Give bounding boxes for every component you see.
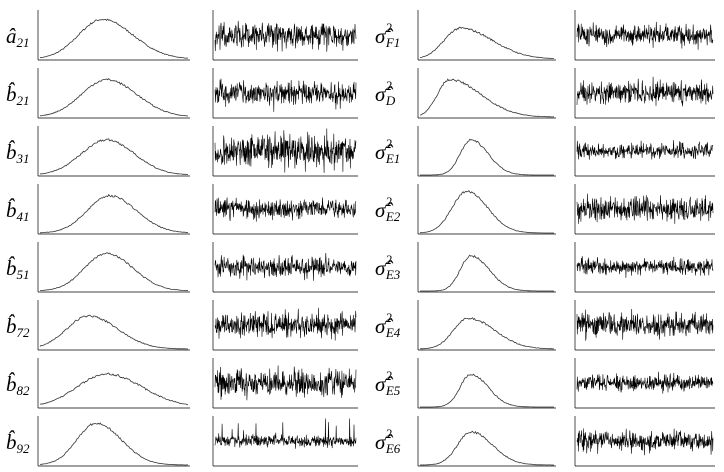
label-part: E4	[385, 325, 401, 340]
label-part: 82	[17, 383, 31, 398]
label-part: b̂	[6, 314, 17, 338]
density-curve	[420, 189, 554, 234]
trace-line	[214, 20, 357, 52]
parameter-label: â21	[6, 24, 30, 50]
trace-line	[214, 252, 357, 281]
label-part: E5	[385, 383, 401, 398]
density-curve	[40, 193, 189, 234]
label-part: E3	[385, 267, 401, 282]
label-part: 2	[385, 136, 392, 151]
label-part: 2	[385, 426, 392, 441]
label-part: 2	[385, 252, 392, 267]
density-curve	[39, 422, 188, 466]
density-curve	[39, 314, 189, 350]
label-part: b̂	[6, 82, 17, 106]
label-part: 41	[17, 209, 30, 224]
parameter-label: b̂51	[6, 256, 30, 282]
density-curve	[39, 78, 189, 117]
trace-line	[576, 308, 714, 341]
label-part: D	[385, 93, 396, 108]
trace-line	[576, 371, 714, 394]
trace-line	[214, 197, 357, 222]
trace-line	[576, 193, 714, 224]
trace-line	[576, 256, 714, 278]
density-curve	[39, 252, 189, 292]
density-curve	[39, 138, 189, 175]
density-curve	[420, 26, 555, 59]
density-curve	[420, 138, 554, 176]
parameter-label: b̂31	[6, 140, 30, 166]
parameter-label: b̂92	[6, 430, 30, 456]
parameter-label: σ̂2 D	[375, 78, 396, 108]
parameter-label: σ̂2 E2	[375, 194, 401, 224]
label-part: E6	[385, 441, 401, 456]
label-part: 21	[17, 35, 30, 50]
trace-line	[214, 128, 357, 173]
trace-line	[214, 78, 357, 112]
label-part: 2	[385, 310, 392, 325]
density-curve	[419, 430, 554, 466]
label-part: 2	[385, 368, 392, 383]
label-part: E2	[385, 209, 401, 224]
label-part: 2	[385, 78, 392, 93]
parameter-label: σ̂2 E3	[375, 252, 401, 282]
trace-line	[576, 428, 714, 456]
parameter-label: σ̂2 E4	[375, 310, 401, 340]
label-part: b̂	[6, 372, 17, 396]
label-part: b̂	[6, 430, 17, 454]
label-part: E1	[385, 151, 400, 166]
label-part: 2	[385, 20, 392, 35]
density-curve	[420, 254, 554, 292]
density-curve	[39, 372, 189, 406]
label-part: 31	[16, 151, 30, 166]
density-curve	[419, 317, 554, 350]
label-part: â	[6, 24, 17, 48]
parameter-label: σ̂2 E6	[375, 426, 401, 456]
parameter-label: σ̂2 F1	[375, 20, 400, 50]
density-curve	[39, 18, 189, 59]
parameter-label: b̂21	[6, 82, 30, 108]
parameter-label: σ̂2 E1	[375, 136, 400, 166]
label-part: 92	[17, 441, 31, 456]
label-part: 51	[17, 267, 30, 282]
density-curve	[420, 373, 554, 408]
trace-line	[214, 365, 357, 401]
label-part: 2	[385, 194, 392, 209]
label-part: b̂	[6, 256, 17, 280]
trace-line	[214, 418, 357, 449]
label-part: 21	[17, 93, 30, 108]
label-part: 72	[17, 325, 31, 340]
trace-line	[576, 21, 714, 50]
label-part: b̂	[6, 198, 17, 222]
label-part: F1	[385, 35, 400, 50]
parameter-label: b̂82	[6, 372, 30, 398]
parameter-label: b̂72	[6, 314, 30, 340]
trace-line	[214, 307, 357, 341]
trace-line	[576, 76, 714, 107]
parameter-label: b̂41	[6, 198, 30, 224]
label-part: b̂	[6, 140, 17, 164]
trace-line	[576, 140, 714, 160]
parameter-label: σ̂2 E5	[375, 368, 401, 398]
density-curve	[420, 78, 555, 118]
